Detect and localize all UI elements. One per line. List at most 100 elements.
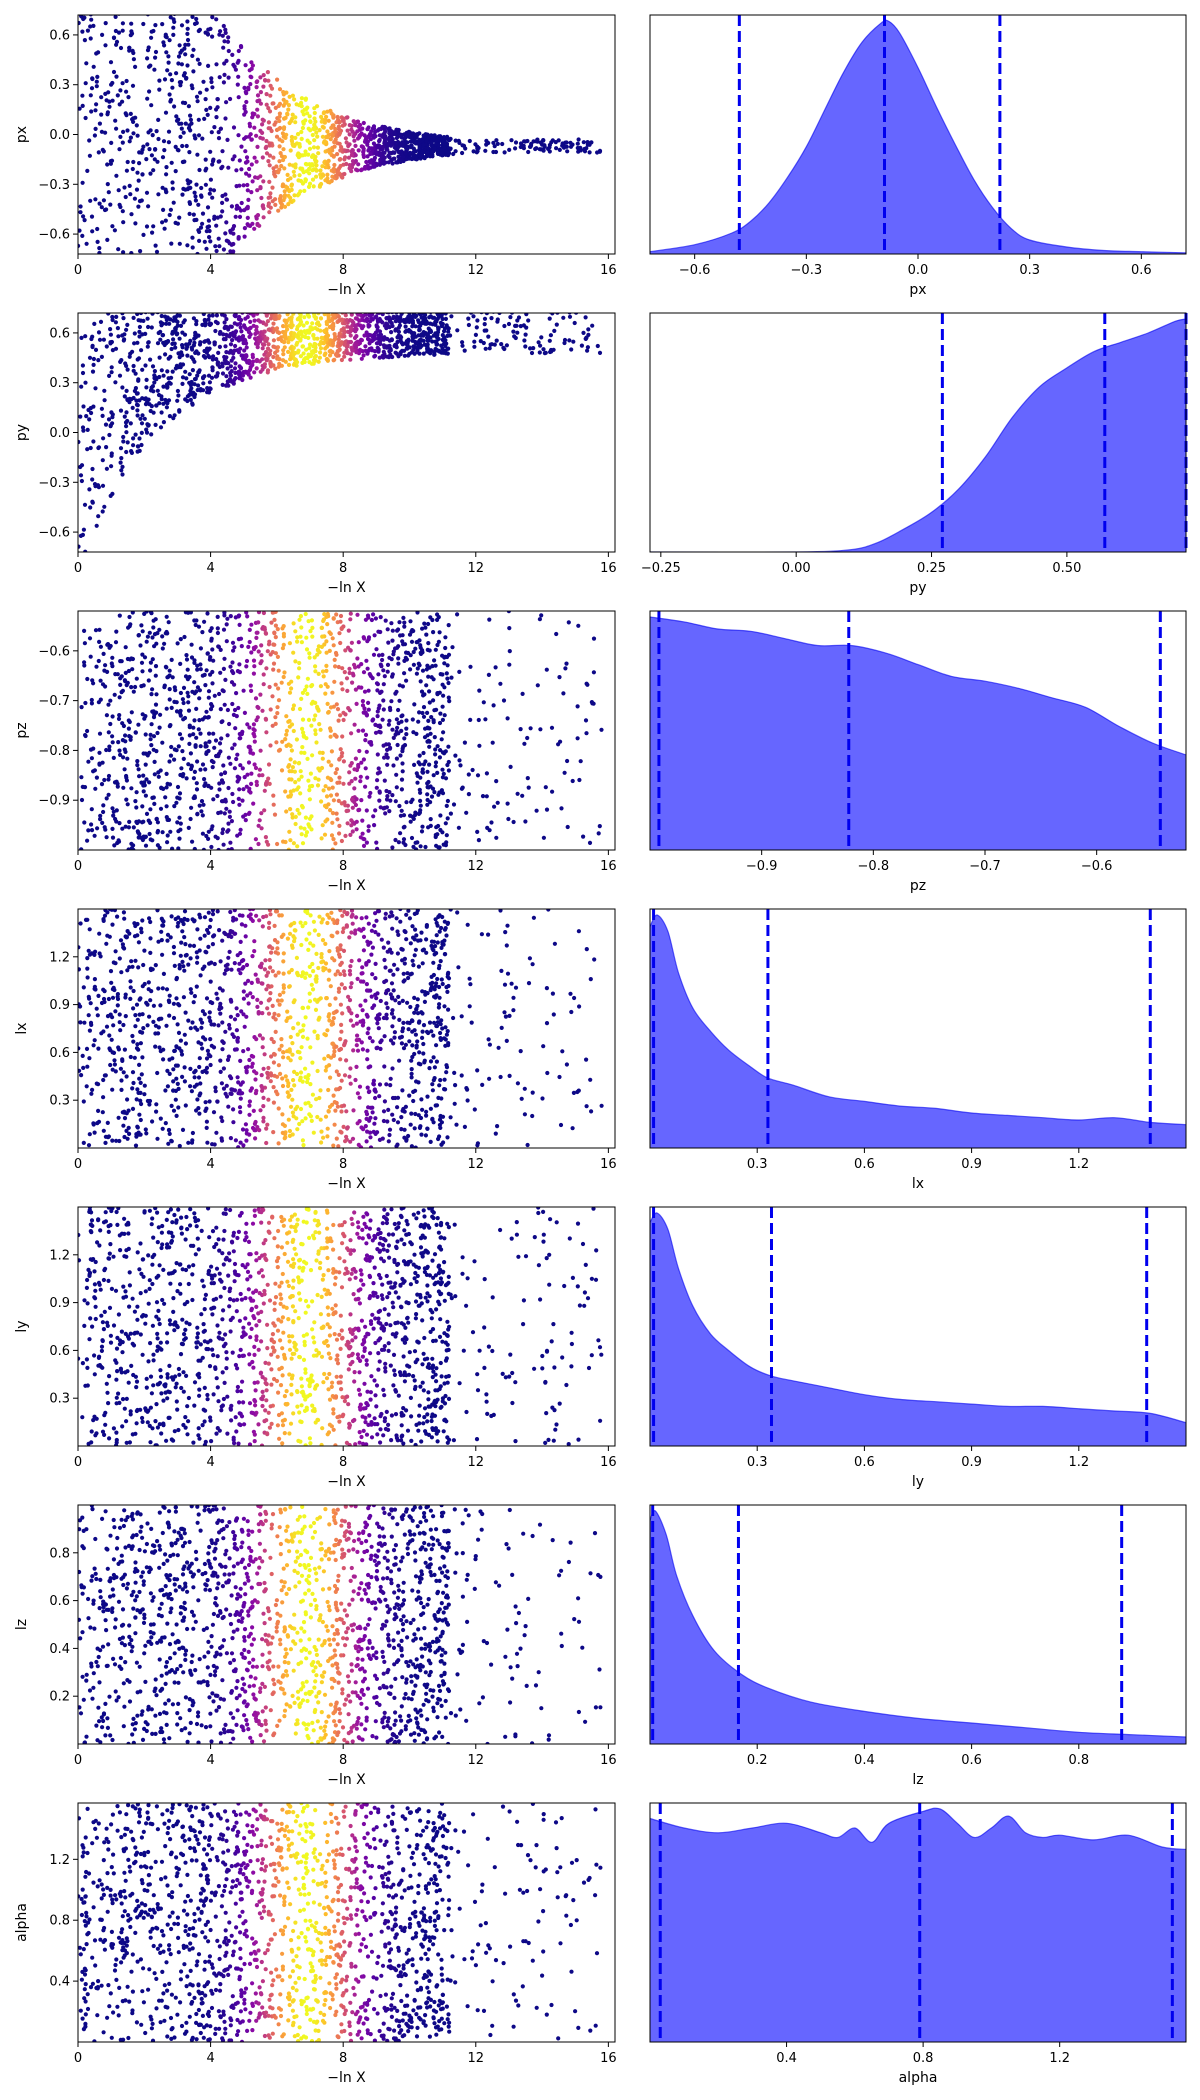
trace-point [309,723,314,728]
trace-point [402,736,407,741]
trace-point [147,630,152,635]
trace-panel-py: 0 4 8 12 16−0.6−0.30.00.30.6−ln Xpy [14,306,617,596]
trace-point [138,416,143,421]
trace-point [298,354,303,359]
trace-point [239,144,244,149]
trace-point [302,359,307,365]
trace-point [345,351,350,356]
trace-point [88,15,93,17]
trace-point [114,126,119,131]
trace-point [331,313,336,318]
trace-point [484,328,489,333]
trace-point [259,653,264,658]
trace-point [159,397,164,402]
trace-point [196,228,201,233]
trace-point [299,774,304,779]
trace-point [420,710,425,716]
trace-point [539,140,544,145]
trace-point [226,35,231,40]
trace-point [353,323,358,328]
trace-point [444,803,449,809]
trace-point [181,700,186,706]
trace-point [201,354,206,359]
trace-point [236,369,241,374]
trace-point [353,153,358,158]
trace-point [143,313,148,315]
trace-point [310,321,315,326]
trace-point [230,669,235,674]
trace-point [324,309,328,313]
trace-point [457,669,462,675]
trace-point [442,142,447,147]
trace-point [418,808,423,813]
trace-point [356,162,361,167]
trace-point [298,769,303,774]
trace-point [230,338,235,343]
trace-point [362,689,368,694]
trace-point [479,313,484,315]
trace-point [209,827,214,832]
trace-point [201,376,206,381]
trace-point [377,306,381,310]
trace-point [391,763,396,768]
trace-point [507,147,512,152]
trace-point [513,140,519,145]
trace-point [263,782,269,787]
trace-point [334,174,339,179]
trace-point [123,670,128,676]
trace-point [268,83,273,88]
trace-point [254,779,259,785]
trace-point [508,764,513,770]
trace-point [187,674,192,680]
trace-point [304,635,309,640]
trace-point [298,791,303,796]
trace-point [84,414,89,419]
trace-point [290,112,295,117]
trace-point [297,313,302,316]
trace-point [293,135,298,140]
trace-point [284,324,289,329]
trace-point [349,779,354,784]
trace-point [427,315,432,320]
trace-point [200,762,206,767]
trace-point [382,150,387,155]
y-tick-label: 0.3 [49,78,70,93]
trace-point [166,129,172,134]
trace-point [143,363,148,368]
trace-point [228,249,233,254]
trace-point [408,619,413,624]
trace-point [206,218,211,223]
trace-point [87,487,92,492]
trace-point [252,226,257,231]
trace-point [195,308,199,312]
trace-point [203,323,208,328]
trace-point [225,379,230,384]
trace-point [557,675,562,680]
trace-point [220,382,225,387]
trace-point [89,807,94,812]
trace-point [80,784,85,790]
trace-point [172,271,176,275]
trace-point [163,110,169,115]
trace-point [415,840,420,845]
trace-point [362,333,367,338]
trace-point [466,772,471,777]
trace-point [483,148,488,153]
trace-point [581,330,586,335]
trace-point [506,321,512,327]
trace-point [190,53,195,59]
trace-point [141,21,146,27]
trace-point [442,661,447,666]
trace-point [78,544,81,549]
trace-point [308,163,313,168]
trace-point [333,137,338,142]
trace-point [183,369,188,374]
trace-point [137,436,142,441]
trace-point [244,611,249,615]
trace-point [204,87,209,92]
trace-point [432,790,437,795]
trace-point [398,308,402,312]
trace-point [245,314,250,320]
trace-point [90,76,95,82]
trace-point [432,350,437,355]
